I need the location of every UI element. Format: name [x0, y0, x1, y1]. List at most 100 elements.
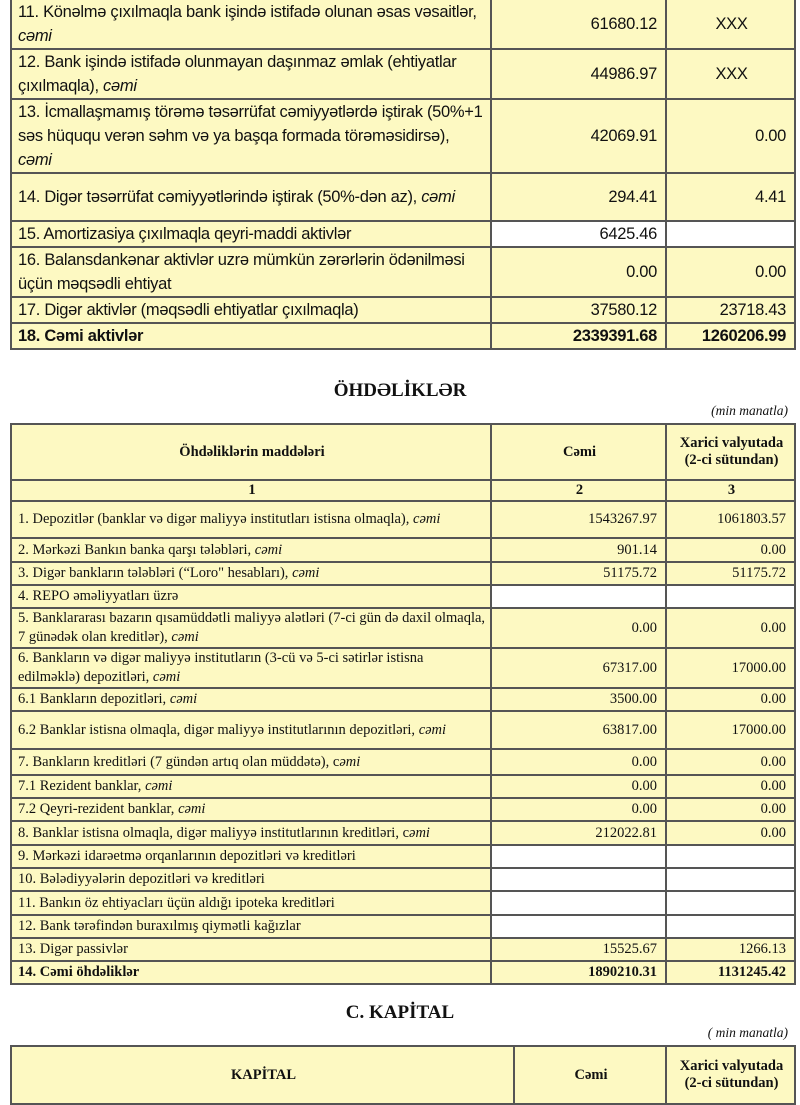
- foreign-currency-value: 17000.00: [665, 710, 796, 750]
- row-label-text: 7. Bankların kreditləri (7 gündən artıq …: [18, 753, 340, 770]
- row-label: 15. Amortizasiya çıxılmaqla qeyri-maddi …: [10, 220, 492, 248]
- row-label-suffix: cəmi: [178, 801, 206, 817]
- row-label-text: 11. Könəlmə çıxılmaqla bank işində istif…: [18, 3, 477, 21]
- row-label-text: 7.2 Qeyri-rezident banklar,: [18, 801, 179, 817]
- table-row: 6. Bankların və digər maliyyə institutla…: [10, 647, 796, 689]
- table-row: 11. Bankın öz ehtiyacları üçün aldığı ip…: [10, 890, 796, 916]
- table-row: 14. Cəmi öhdəliklər 1890210.31 1131245.42: [10, 960, 796, 985]
- foreign-currency-value: [665, 844, 796, 869]
- row-label-suffix: cəmi: [145, 778, 173, 794]
- row-label: 13. Digər passivlər: [10, 937, 492, 962]
- table-row: 18. Cəmi aktivlər 2339391.68 1260206.99: [10, 322, 796, 350]
- row-label: 1. Depozitlər (banklar və digər maliyyə …: [10, 500, 492, 539]
- table-row: 11. Könəlmə çıxılmaqla bank işində istif…: [10, 0, 796, 50]
- table-row: 7.2 Qeyri-rezident banklar, cəmi 0.00 0.00: [10, 797, 796, 822]
- row-label-suffix: cəmi: [152, 669, 181, 685]
- total-value: 3500.00: [490, 687, 667, 712]
- row-label-text: 10. Bələdiyyələrin depozitləri və kredit…: [18, 871, 265, 887]
- total-value: 1543267.97: [490, 500, 667, 539]
- foreign-currency-value: 17000.00: [665, 647, 796, 689]
- row-label-text: 12. Bank işində istifadə olunmayan daşın…: [18, 53, 457, 95]
- table-row: 7.1 Rezident banklar, cəmi 0.00 0.00: [10, 774, 796, 799]
- foreign-currency-value: 0.00: [665, 774, 796, 799]
- row-label-text: 6. Bankların və digər maliyyə institutla…: [18, 650, 424, 685]
- total-value: 901.14: [490, 537, 667, 563]
- row-label: 7.2 Qeyri-rezident banklar, cəmi: [10, 797, 492, 822]
- foreign-currency-value: 0.00: [665, 246, 796, 298]
- header-capital: KAPİTAL: [10, 1045, 515, 1105]
- total-value: 1890210.31: [490, 960, 667, 985]
- header-foreign: Xarici valyutada (2-ci sütundan): [665, 1045, 796, 1105]
- table-row: 17. Digər aktivlər (məqsədli ehtiyatlar …: [10, 296, 796, 324]
- row-label-text: 6.1 Bankların depozitləri,: [18, 691, 170, 707]
- total-value: 0.00: [490, 774, 667, 799]
- total-value: 2339391.68: [490, 322, 667, 350]
- row-label-suffix: cəmi: [413, 511, 441, 527]
- row-label-suffix: cəmi: [169, 691, 198, 707]
- table-row: 12. Bank tərəfindən buraxılmış qiymətli …: [10, 914, 796, 939]
- total-value: 67317.00: [490, 647, 667, 689]
- col-number-1: 1: [10, 479, 492, 502]
- row-label-suffix: əmi: [409, 824, 430, 841]
- row-label: 12. Bank tərəfindən buraxılmış qiymətli …: [10, 914, 492, 939]
- header-row: Öhdəliklərin maddələri Cəmi Xarici valyu…: [10, 423, 796, 481]
- total-value: 0.00: [490, 607, 667, 649]
- header-foreign: Xarici valyutada (2-ci sütundan): [665, 423, 796, 481]
- liabilities-title: ÖHDƏLİKLƏR: [333, 380, 467, 401]
- capital-table: KAPİTAL Cəmi Xarici valyutada (2-ci sütu…: [10, 1045, 796, 1105]
- table-row: 1. Depozitlər (banklar və digər maliyyə …: [10, 500, 796, 539]
- row-label-text: 17. Digər aktivlər (məqsədli ehtiyatlar …: [18, 301, 359, 319]
- row-label-text: 15. Amortizasiya çıxılmaqla qeyri-maddi …: [18, 225, 352, 243]
- total-value: [490, 890, 667, 916]
- row-label-text: 13. Digər passivlər: [18, 941, 128, 957]
- assets-table: 11. Könəlmə çıxılmaqla bank işində istif…: [10, 0, 796, 350]
- row-label: 3. Digər bankların tələbləri (“Loro" hes…: [10, 561, 492, 586]
- total-value: [490, 844, 667, 869]
- header-row: KAPİTAL Cəmi Xarici valyutada (2-ci sütu…: [10, 1045, 796, 1105]
- row-label: 14. Cəmi öhdəliklər: [10, 960, 492, 985]
- total-value: 212022.81: [490, 820, 667, 846]
- foreign-currency-value: [665, 914, 796, 939]
- table-row: 6.1 Bankların depozitləri, cəmi 3500.00 0.…: [10, 687, 796, 712]
- row-label-suffix: cəmi: [292, 565, 320, 581]
- foreign-currency-value: 23718.43: [665, 296, 796, 324]
- foreign-currency-value: XXX: [665, 0, 796, 50]
- foreign-currency-value: 0.00: [665, 687, 796, 712]
- row-label-suffix: cəmi: [171, 629, 199, 645]
- foreign-currency-value: 1260206.99: [665, 322, 796, 350]
- row-label: 13. İcmallaşmamış törəmə təsərrüfat cəmi…: [10, 98, 492, 174]
- row-label-text: 11. Bankın öz ehtiyacları üçün aldığı ip…: [18, 894, 335, 911]
- header-total: Cəmi: [490, 423, 667, 481]
- foreign-currency-value: 0.00: [665, 748, 796, 776]
- table-row: 13. İcmallaşmamış törəmə təsərrüfat cəmi…: [10, 98, 796, 174]
- foreign-currency-value: 1131245.42: [665, 960, 796, 985]
- row-label: 12. Bank işində istifadə olunmayan daşın…: [10, 48, 492, 100]
- row-label: 17. Digər aktivlər (məqsədli ehtiyatlar …: [10, 296, 492, 324]
- row-label: 10. Bələdiyyələrin depozitləri və kredit…: [10, 867, 492, 892]
- row-label-text: 3. Digər bankların tələbləri (“Loro" hes…: [18, 565, 293, 581]
- foreign-currency-value: [665, 584, 796, 609]
- row-label-text: 16. Balansdankənar aktivlər uzrə mümkün …: [18, 251, 465, 293]
- row-label: 11. Bankın öz ehtiyacları üçün aldığı ip…: [10, 890, 492, 916]
- row-label: 7.1 Rezident banklar, cəmi: [10, 774, 492, 799]
- liabilities-table: Öhdəliklərin maddələri Cəmi Xarici valyu…: [10, 423, 796, 985]
- foreign-currency-value: 4.41: [665, 172, 796, 222]
- table-row: 14. Digər təsərrüfat cəmiyyətlərində işt…: [10, 172, 796, 222]
- foreign-currency-value: 0.00: [665, 820, 796, 846]
- table-row: 2. Mərkəzi Bankın banka qarşı tələbləri,…: [10, 537, 796, 563]
- foreign-currency-value: [665, 867, 796, 892]
- row-label: 7. Bankların kreditləri (7 gündən artıq …: [10, 748, 492, 776]
- row-label: 16. Balansdankənar aktivlər uzrə mümkün …: [10, 246, 492, 298]
- row-label-text: 6.2 Banklar istisna olmaqla, digər maliy…: [18, 721, 419, 738]
- foreign-currency-value: 51175.72: [665, 561, 796, 586]
- col-number-3: 3: [665, 479, 796, 502]
- table-row: 7. Bankların kreditləri (7 gündən artıq …: [10, 748, 796, 776]
- row-label-text: 12. Bank tərəfindən buraxılmış qiymətli …: [18, 918, 301, 934]
- total-value: 0.00: [490, 748, 667, 776]
- total-value: 51175.72: [490, 561, 667, 586]
- table-row: 12. Bank işində istifadə olunmayan daşın…: [10, 48, 796, 100]
- total-value: 44986.97: [490, 48, 667, 100]
- row-label: 4. REPO əməliyyatları üzrə: [10, 584, 492, 609]
- row-label-suffix: cəmi: [18, 27, 52, 45]
- table-row: 15. Amortizasiya çıxılmaqla qeyri-maddi …: [10, 220, 796, 248]
